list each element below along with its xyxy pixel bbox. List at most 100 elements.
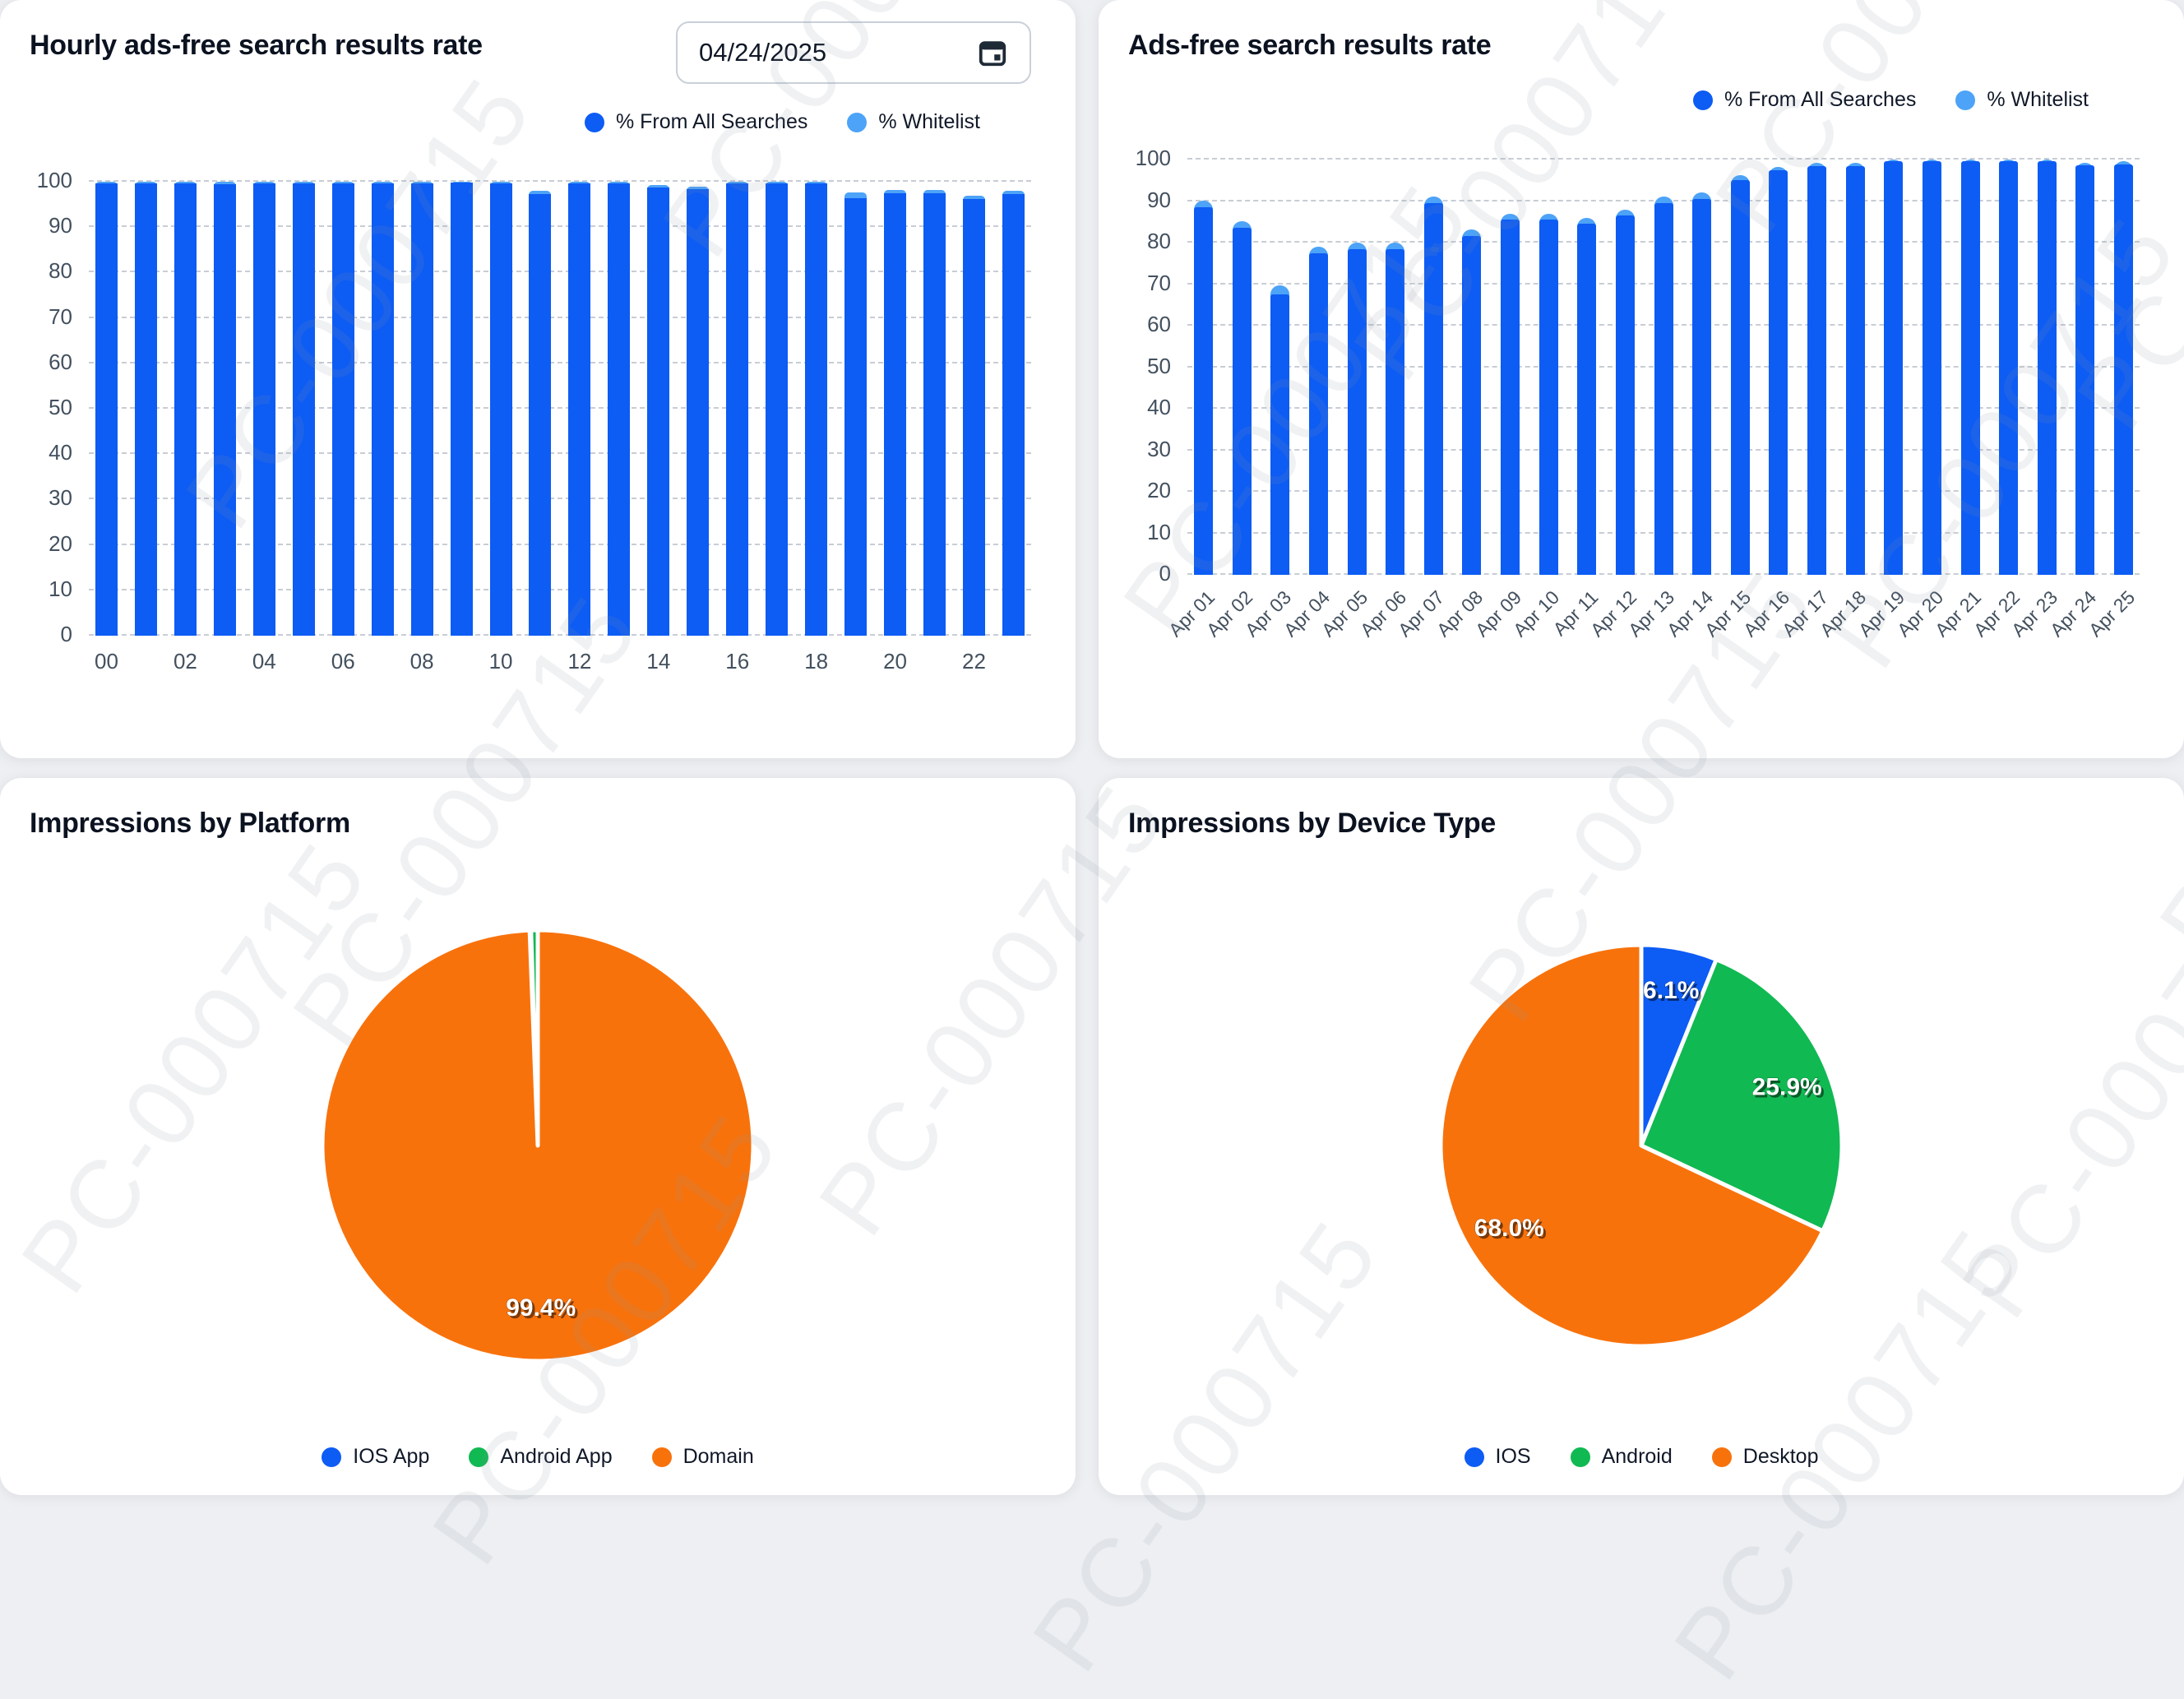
all-searches-bar bbox=[1462, 236, 1482, 575]
x-axis-slot: 02 bbox=[174, 636, 197, 685]
all-searches-bar bbox=[1999, 160, 2019, 575]
bar-06 bbox=[331, 182, 354, 636]
legend-dot-all-searches bbox=[584, 112, 604, 132]
all-searches-bar bbox=[923, 192, 946, 636]
daily-card-header: Ads-free search results rate bbox=[1128, 21, 2154, 62]
x-axis-tick-label: 10 bbox=[488, 649, 513, 674]
gridline: 70 bbox=[49, 304, 1031, 329]
bar-13 bbox=[608, 182, 631, 636]
all-searches-bar bbox=[1423, 203, 1443, 575]
platform-pie-chart: 99.4% 99.4% bbox=[30, 846, 1046, 1445]
bar-11 bbox=[529, 182, 552, 636]
bar-apr-21 bbox=[1960, 160, 1980, 575]
gridline: 50 bbox=[49, 395, 1031, 419]
x-axis-slot bbox=[451, 636, 473, 685]
all-searches-bar bbox=[410, 183, 433, 636]
pie-label-shadow: 99.4% bbox=[508, 1297, 578, 1324]
all-searches-bar bbox=[2114, 164, 2133, 575]
bar-apr-08 bbox=[1462, 160, 1482, 575]
all-searches-bar bbox=[805, 183, 828, 636]
bar-15 bbox=[687, 182, 710, 636]
bar-apr-07 bbox=[1423, 160, 1443, 575]
bar-apr-12 bbox=[1615, 160, 1635, 575]
gridline: 10 bbox=[49, 576, 1031, 601]
x-axis-slot: 22 bbox=[962, 636, 986, 685]
x-axis-slot: Apr 25 bbox=[2085, 575, 2139, 641]
pie-label-shadow: 68.0% bbox=[1477, 1217, 1547, 1244]
all-searches-bar bbox=[2037, 160, 2057, 575]
legend-dot-android-app bbox=[469, 1447, 489, 1467]
hourly-chart-title: Hourly ads-free search results rate bbox=[30, 30, 483, 61]
legend-dot-ios-app bbox=[322, 1447, 342, 1467]
bar-16 bbox=[726, 182, 749, 636]
all-searches-bar bbox=[1960, 160, 1980, 575]
legend-item-android-app: Android App bbox=[469, 1445, 613, 1469]
y-axis-tick-label: 30 bbox=[1147, 436, 1171, 461]
x-axis-tick-label: 18 bbox=[804, 649, 829, 674]
legend-dot-ios bbox=[1464, 1447, 1484, 1467]
all-searches-bar bbox=[1501, 220, 1520, 575]
bar-apr-05 bbox=[1347, 160, 1367, 575]
legend-dot-domain bbox=[651, 1447, 672, 1467]
all-searches-bar bbox=[1539, 220, 1558, 575]
y-axis-tick-label: 40 bbox=[49, 440, 72, 465]
legend-label: IOS bbox=[1495, 1445, 1531, 1468]
y-axis-tick-label: 50 bbox=[1147, 353, 1171, 378]
bar-14 bbox=[647, 182, 670, 636]
all-searches-bar bbox=[1232, 228, 1252, 575]
x-axis-slot: 08 bbox=[410, 636, 434, 685]
bar-04 bbox=[252, 182, 275, 636]
bar-apr-01 bbox=[1194, 160, 1213, 575]
all-searches-bar bbox=[134, 183, 157, 636]
legend-label: Android bbox=[1601, 1445, 1673, 1468]
legend-dot-all-searches bbox=[1692, 90, 1713, 110]
gridline: 20 bbox=[49, 531, 1031, 556]
gridline: 100 bbox=[37, 168, 1031, 192]
x-axis-tick-label: 14 bbox=[646, 649, 671, 674]
x-axis-slot bbox=[372, 636, 394, 685]
legend-label: Domain bbox=[682, 1445, 754, 1468]
x-axis-slot: 16 bbox=[725, 636, 749, 685]
calendar-icon[interactable] bbox=[977, 37, 1008, 68]
pie-percentage-label: 99.4% bbox=[506, 1294, 576, 1322]
pie-slice-domain bbox=[320, 928, 756, 1363]
legend-label: Android App bbox=[500, 1445, 613, 1468]
all-searches-bar bbox=[95, 183, 118, 636]
date-picker-value[interactable]: 04/24/2025 bbox=[699, 38, 827, 67]
all-searches-bar bbox=[213, 183, 236, 636]
all-searches-bar bbox=[1807, 165, 1826, 575]
gridline: 40 bbox=[49, 440, 1031, 465]
date-picker[interactable]: 04/24/2025 bbox=[676, 21, 1031, 84]
hourly-bar-chart: 0 10 20 30 40 50 60 70 80 90 100 00 02 04 06 08 10 12 14 1… bbox=[30, 168, 1046, 685]
bar-00 bbox=[95, 182, 118, 636]
hourly-legend: % From All Searches % Whitelist bbox=[30, 110, 1046, 134]
legend-label: % From All Searches bbox=[615, 110, 808, 133]
legend-item-from-all-searches: % From All Searches bbox=[584, 110, 808, 134]
x-axis-slot bbox=[687, 636, 709, 685]
all-searches-bar bbox=[1922, 160, 1941, 575]
legend-item-desktop: Desktop bbox=[1711, 1445, 1818, 1469]
y-axis-tick-label: 90 bbox=[49, 213, 72, 238]
platform-pie-svg: 99.4%99.4% bbox=[320, 928, 756, 1363]
all-searches-bar bbox=[608, 183, 631, 636]
x-axis-slot bbox=[844, 636, 867, 685]
all-searches-bar bbox=[1692, 198, 1712, 575]
gridline: 0 bbox=[61, 622, 1031, 646]
bar-apr-11 bbox=[1577, 160, 1597, 575]
x-axis-tick-label: 04 bbox=[252, 649, 276, 674]
hourly-card-header: Hourly ads-free search results rate 04/2… bbox=[30, 21, 1046, 84]
gridline: 90 bbox=[49, 213, 1031, 238]
device-pie-svg: 6.1%6.1%25.9%25.9%68.0%68.0% bbox=[1438, 942, 1844, 1349]
bar-apr-18 bbox=[1845, 160, 1865, 575]
y-axis-tick-label: 80 bbox=[1147, 228, 1171, 253]
bar-apr-10 bbox=[1539, 160, 1558, 575]
y-axis-tick-label: 20 bbox=[49, 530, 72, 556]
y-axis-tick-label: 0 bbox=[60, 621, 72, 646]
x-axis-tick-label: 08 bbox=[410, 649, 434, 674]
all-searches-bar bbox=[1308, 252, 1328, 575]
bar-apr-15 bbox=[1730, 160, 1750, 575]
y-axis-tick-label: 50 bbox=[49, 394, 72, 419]
legend-dot-desktop bbox=[1711, 1447, 1732, 1467]
x-axis-slot bbox=[766, 636, 788, 685]
platform-legend: IOS App Android App Domain bbox=[30, 1445, 1046, 1474]
